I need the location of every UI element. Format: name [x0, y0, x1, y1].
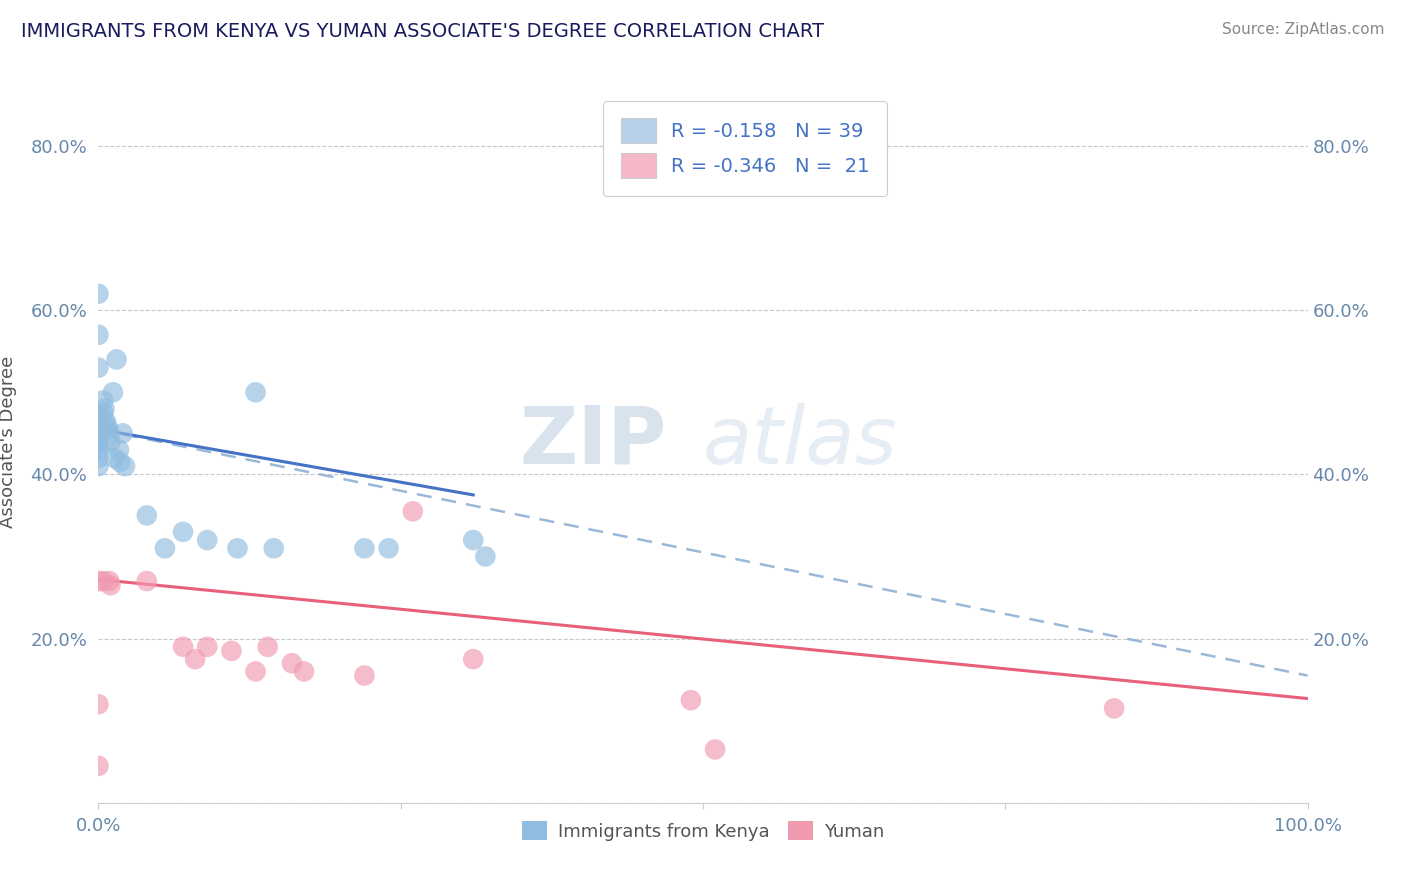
Point	[87, 418, 110, 433]
Point	[94, 414, 117, 428]
Point	[114, 459, 136, 474]
Point	[292, 665, 315, 679]
Point	[103, 450, 125, 465]
Point	[679, 693, 702, 707]
Point	[752, 139, 775, 153]
Point	[87, 286, 110, 301]
Point	[474, 549, 496, 564]
Point	[172, 524, 194, 539]
Point	[135, 574, 157, 588]
Point	[87, 759, 110, 773]
Point	[96, 418, 118, 433]
Point	[1102, 701, 1125, 715]
Point	[172, 640, 194, 654]
Point	[108, 442, 131, 457]
Legend: Immigrants from Kenya, Yuman: Immigrants from Kenya, Yuman	[515, 814, 891, 848]
Point	[87, 574, 110, 588]
Point	[87, 360, 110, 375]
Point	[226, 541, 249, 556]
Point	[111, 426, 134, 441]
Point	[91, 574, 114, 588]
Point	[195, 640, 218, 654]
Point	[97, 422, 120, 436]
Point	[93, 401, 115, 416]
Point	[87, 698, 110, 712]
Point	[263, 541, 285, 556]
Text: atlas: atlas	[703, 402, 898, 481]
Point	[91, 406, 114, 420]
Point	[153, 541, 176, 556]
Point	[402, 504, 425, 518]
Point	[98, 426, 121, 441]
Point	[98, 574, 121, 588]
Point	[184, 652, 207, 666]
Point	[87, 422, 110, 436]
Point	[87, 459, 110, 474]
Point	[281, 657, 304, 671]
Point	[135, 508, 157, 523]
Point	[87, 327, 110, 342]
Y-axis label: Associate's Degree: Associate's Degree	[0, 355, 17, 528]
Point	[100, 434, 122, 449]
Point	[91, 393, 114, 408]
Text: ZIP: ZIP	[519, 402, 666, 481]
Point	[377, 541, 399, 556]
Point	[221, 644, 243, 658]
Text: Source: ZipAtlas.com: Source: ZipAtlas.com	[1222, 22, 1385, 37]
Point	[87, 434, 110, 449]
Point	[87, 409, 110, 424]
Point	[704, 742, 727, 756]
Point	[245, 665, 267, 679]
Point	[256, 640, 278, 654]
Point	[105, 352, 128, 367]
Point	[108, 455, 131, 469]
Point	[100, 578, 122, 592]
Point	[245, 385, 267, 400]
Point	[195, 533, 218, 547]
Point	[87, 442, 110, 457]
Point	[87, 450, 110, 465]
Point	[463, 533, 485, 547]
Point	[87, 439, 110, 453]
Point	[353, 668, 375, 682]
Point	[87, 426, 110, 441]
Point	[101, 385, 124, 400]
Point	[353, 541, 375, 556]
Text: IMMIGRANTS FROM KENYA VS YUMAN ASSOCIATE'S DEGREE CORRELATION CHART: IMMIGRANTS FROM KENYA VS YUMAN ASSOCIATE…	[21, 22, 824, 41]
Point	[463, 652, 485, 666]
